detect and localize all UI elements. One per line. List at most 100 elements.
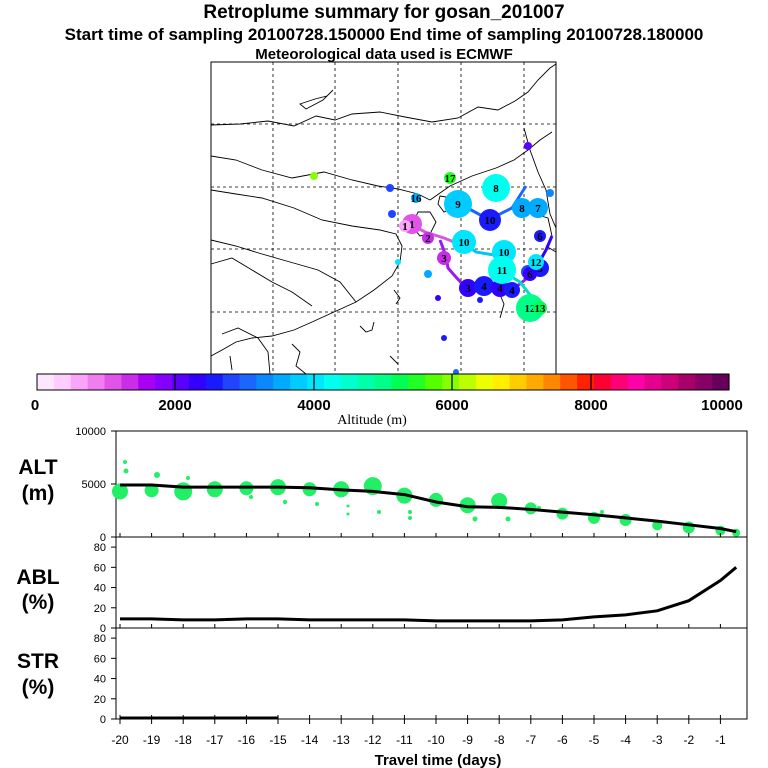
colorbar-cell [239,374,258,390]
map-gridlines [211,62,556,374]
colorbar-cell [543,374,561,390]
plume-marker-label: 7 [535,203,541,215]
plume-marker [424,270,432,278]
plume-marker [435,295,441,301]
plume-marker-label: 8 [519,203,525,215]
colorbar-cell [138,374,156,390]
str-panel: 0 20 40 60 80 STR (%) [17,627,748,726]
plume-marker [488,256,516,284]
x-tick-label: -6 [557,733,568,747]
plume-marker-label: 11 [497,265,507,277]
str-y-tick-label: 40 [94,674,106,686]
colorbar-cell [121,374,139,390]
x-tick-label: -20 [111,733,129,747]
plume-marker-label: 1 [402,221,408,233]
colorbar-cell [695,374,713,390]
x-tick-label: -19 [143,733,161,747]
plume-marker-label: 10 [499,247,511,259]
colorbar-tick-label: 2000 [158,397,191,414]
altitude-colorbar: 0 2000 4000 6000 8000 10000 Altitude (m) [31,373,743,428]
plume-marker [310,172,318,180]
colorbar-cell [627,374,646,390]
colorbar-cell [155,374,173,390]
colorbar-cell [458,374,477,390]
plume-marker [479,209,501,231]
plume-marker [512,198,532,218]
plume-marker [534,230,546,242]
plume-marker [474,276,494,296]
str-y-tick-label: 0 [100,714,106,726]
alt-panel-unit: (m) [22,482,55,505]
colorbar-cell [205,374,224,390]
colorbar-cell [172,374,190,390]
str-panel-frame [115,627,748,720]
abl-y-ticks: 0 20 40 60 80 [94,542,116,635]
plume-marker-label: 4 [497,283,503,295]
colorbar-tick-label: 4000 [297,397,330,414]
plume-marker-label: 3 [465,283,471,295]
plume-marker [523,267,537,281]
alt-y-tick-label: 0 [100,532,106,544]
plume-marker-label: 12 [525,303,537,315]
alt-cluster-point [174,482,193,501]
plume-marker [459,279,477,297]
colorbar-cell [644,374,663,390]
colorbar-cell [560,374,578,390]
plume-marker [444,190,472,218]
plume-markers: 1233444556678891010101112121316171 [310,142,554,375]
abl-panel-frame [115,536,748,629]
x-tick-label: -2 [683,733,694,747]
colorbar-cell [104,374,122,390]
x-tick-label: -8 [494,733,505,747]
chart-title: Retroplume summary for gosan_201007 [203,2,565,23]
x-axis: -20 -19 -18 -17 -16 -15 -14 -13 -12 -11 -10 -9 -8 -7 -… [111,533,726,747]
plume-marker-label: 12 [531,257,543,269]
plume-marker [437,251,451,265]
alt-cluster-point [491,492,508,509]
colorbar-cell [492,374,511,390]
colorbar-cell [425,374,443,390]
plume-marker-label: 4 [509,285,515,297]
map-coastlines [210,63,557,375]
plume-marker [399,220,411,232]
colorbar-cell [593,374,612,390]
colorbar-frame [36,373,730,391]
colorbar-cell [678,374,696,390]
plume-marker-label: 2 [425,233,431,245]
sampling-time-line: Start time of sampling 20100728.150000 E… [64,25,704,44]
colorbar-cells [37,374,730,390]
alt-y-ticks: 0 5000 10000 [75,426,116,544]
x-tick-label: -16 [238,733,256,747]
alt-cluster-point [459,497,476,514]
abl-y-tick-label: 60 [94,562,106,574]
colorbar-cell [222,374,241,390]
abl-y-tick-label: 80 [94,542,106,554]
plume-marker-label: 3 [441,253,447,265]
colorbar-cell [526,374,544,390]
colorbar-cell [53,374,72,390]
colorbar-cell [70,374,89,390]
plume-marker-label: 5 [537,263,543,275]
x-tick-label: -15 [269,733,287,747]
str-panel-unit: (%) [22,676,55,699]
plume-marker [524,142,532,150]
abl-y-tick-label: 40 [94,583,106,595]
x-tick-label: -10 [427,733,445,747]
alt-cluster-point [619,514,632,527]
alt-median-line [120,483,737,534]
str-y-tick-label: 60 [94,653,106,665]
alt-panel: 0 5000 10000 ALT (m) [18,426,748,544]
colorbar-cell [87,374,106,390]
alt-panel-label: ALT [18,456,57,479]
plume-marker [546,189,554,197]
colorbar-cell [661,374,679,390]
plume-marker-label: 6 [527,269,533,281]
plume-marker [482,174,510,202]
colorbar-cell [712,374,730,390]
plume-marker [411,193,421,203]
str-y-tick-label: 80 [94,633,106,645]
plume-marker [395,259,401,265]
plume-marker [533,301,547,315]
str-panel-label: STR [17,650,59,673]
plume-marker [388,210,396,218]
